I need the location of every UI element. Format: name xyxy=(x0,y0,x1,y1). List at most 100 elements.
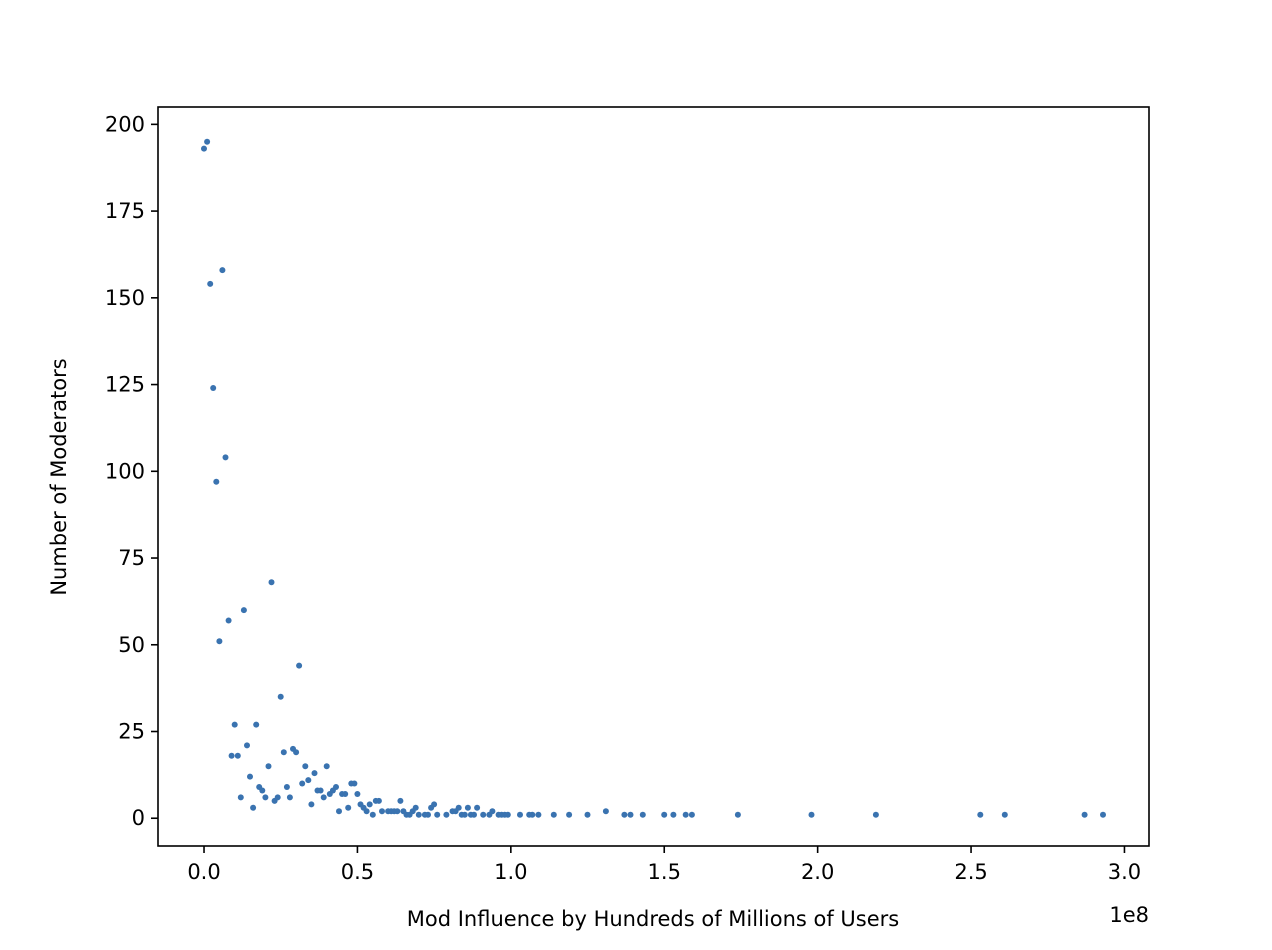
data-point xyxy=(240,607,247,614)
y-tick-label: 25 xyxy=(118,720,145,744)
data-point xyxy=(379,808,385,815)
data-point xyxy=(296,662,303,669)
data-point xyxy=(415,811,422,818)
data-point xyxy=(228,752,235,759)
data-point xyxy=(455,804,462,811)
x-tick-label: 2.5 xyxy=(954,860,987,884)
data-point xyxy=(394,808,401,815)
data-point xyxy=(602,808,609,815)
data-point xyxy=(670,811,677,818)
data-point xyxy=(489,808,496,815)
data-point xyxy=(293,749,300,756)
data-point xyxy=(682,811,689,818)
x-tick-label: 3.0 xyxy=(1108,860,1141,884)
data-point xyxy=(225,617,232,624)
y-tick-label: 175 xyxy=(105,199,145,223)
data-point xyxy=(529,811,536,818)
x-axis-offset-label: 1e8 xyxy=(1109,903,1149,927)
data-point xyxy=(369,811,376,818)
data-point xyxy=(333,784,339,790)
data-point xyxy=(237,794,244,801)
data-point xyxy=(363,808,370,815)
data-point xyxy=(412,804,419,811)
y-tick-label: 200 xyxy=(105,112,145,136)
data-point xyxy=(566,811,573,818)
data-point xyxy=(431,801,438,808)
data-point xyxy=(216,638,223,645)
y-tick-label: 125 xyxy=(105,373,145,397)
data-point xyxy=(308,801,315,808)
y-axis-ticks: 0 25 50 75 100 125 150 175 200 xyxy=(105,112,158,830)
data-point xyxy=(345,804,352,811)
data-point xyxy=(1100,811,1106,818)
data-point xyxy=(253,721,260,728)
x-tick-label: 1.0 xyxy=(494,860,527,884)
data-point xyxy=(244,742,250,749)
data-point xyxy=(461,811,468,818)
data-point xyxy=(354,791,361,797)
data-point xyxy=(471,811,477,818)
data-point xyxy=(262,794,269,801)
y-tick-label: 150 xyxy=(105,286,145,310)
data-point xyxy=(535,811,542,818)
data-point xyxy=(517,811,523,818)
data-point xyxy=(231,721,238,728)
plot-area-frame xyxy=(157,106,1150,847)
data-point xyxy=(274,794,281,801)
data-point xyxy=(336,808,342,815)
y-tick-label: 0 xyxy=(132,806,145,830)
data-point xyxy=(317,787,324,794)
data-point xyxy=(661,811,668,818)
data-point xyxy=(302,763,309,770)
data-point xyxy=(474,804,481,811)
data-point xyxy=(323,763,330,770)
data-point xyxy=(259,787,266,794)
data-point xyxy=(234,752,241,759)
data-point xyxy=(1081,811,1088,818)
x-tick-label: 0.5 xyxy=(341,860,374,884)
data-point xyxy=(207,280,214,287)
data-point xyxy=(434,811,441,818)
data-point xyxy=(286,794,293,801)
data-point xyxy=(204,138,211,145)
data-point xyxy=(250,804,257,811)
y-tick-label: 50 xyxy=(118,633,145,657)
data-point xyxy=(366,801,373,808)
data-point xyxy=(351,780,358,787)
data-point xyxy=(311,770,318,777)
data-point xyxy=(342,791,349,797)
y-tick-label: 75 xyxy=(118,546,145,570)
data-point xyxy=(213,478,220,485)
y-axis-label: Number of Moderators xyxy=(47,358,71,595)
data-point xyxy=(219,267,226,274)
data-point xyxy=(222,454,229,461)
x-axis-ticks: 0.0 0.5 1.0 1.5 2.0 2.5 3.0 xyxy=(187,846,1141,884)
data-point xyxy=(480,811,487,818)
data-point xyxy=(443,811,450,818)
x-tick-label: 2.0 xyxy=(801,860,834,884)
data-point xyxy=(425,811,431,818)
data-point xyxy=(265,763,272,770)
data-point xyxy=(283,784,290,790)
data-point xyxy=(688,811,695,818)
data-point xyxy=(977,811,984,818)
data-point xyxy=(375,797,382,804)
data-points xyxy=(201,138,1106,818)
data-point xyxy=(268,579,275,586)
data-point xyxy=(305,777,312,784)
data-point xyxy=(397,797,404,804)
data-point xyxy=(627,811,634,818)
data-point xyxy=(639,811,646,818)
data-point xyxy=(210,385,217,391)
data-point xyxy=(280,749,287,756)
data-point xyxy=(621,811,628,818)
data-point xyxy=(808,811,815,818)
data-point xyxy=(734,811,741,818)
y-tick-label: 100 xyxy=(105,459,145,483)
x-tick-label: 1.5 xyxy=(648,860,681,884)
data-point xyxy=(320,794,327,801)
data-point xyxy=(1001,811,1008,818)
data-point xyxy=(550,811,557,818)
